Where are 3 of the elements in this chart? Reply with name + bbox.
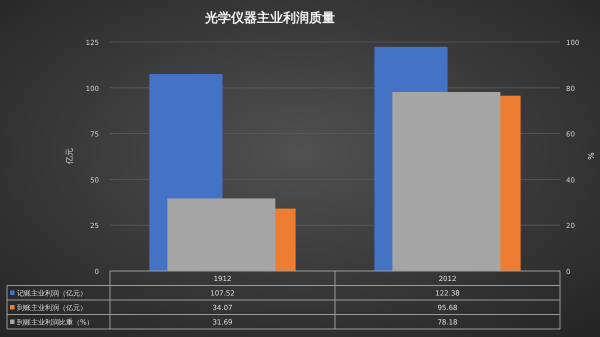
y2-axis-title: % bbox=[586, 152, 595, 160]
y-axis-title: 亿元 bbox=[65, 148, 74, 165]
chart-title: 光学仪器主业利润质量 bbox=[204, 10, 335, 26]
